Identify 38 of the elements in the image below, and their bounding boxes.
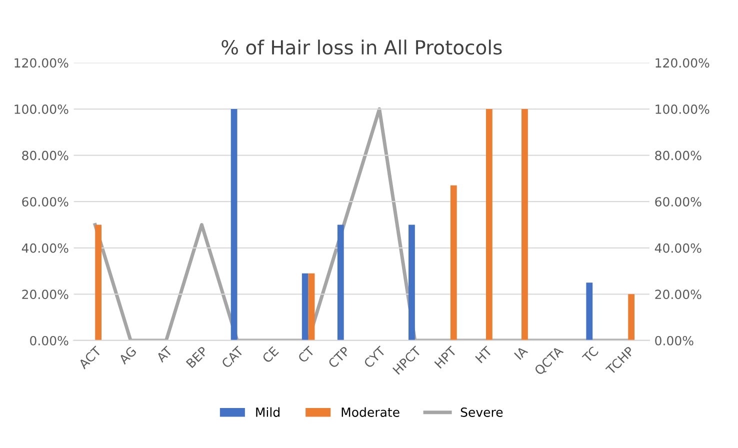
- bar: [450, 185, 457, 340]
- y-tick-label: 80.00%: [22, 150, 68, 160]
- legend-label: Moderate: [342, 407, 400, 417]
- y2-tick-label: 60.00%: [655, 197, 702, 207]
- bar: [628, 294, 635, 340]
- y2-tick-label: 100.00%: [656, 104, 710, 114]
- bar: [586, 282, 593, 340]
- x-tick-label: HT: [475, 346, 493, 364]
- legend-label: Severe: [460, 408, 503, 417]
- y2-tick-label: 20.00%: [655, 290, 702, 300]
- y-tick-label: 60.00%: [22, 197, 68, 207]
- bar: [302, 273, 308, 340]
- legend-label: Mild: [256, 407, 280, 417]
- x-tick-label: AG: [118, 346, 137, 365]
- chart-title: % of Hair loss in All Protocols: [222, 40, 502, 55]
- bar: [95, 224, 102, 340]
- y-tick-label: 100.00%: [14, 104, 68, 114]
- y2-tick-label: 80.00%: [655, 150, 702, 160]
- x-tick-label: TC: [582, 346, 599, 364]
- x-tick-label: IA: [514, 346, 528, 360]
- x-tick-label: CTP: [328, 346, 350, 369]
- bar: [522, 109, 528, 340]
- y-tick-label: 40.00%: [22, 243, 68, 253]
- y2-tick-label: 0.00%: [655, 336, 694, 346]
- bar: [308, 273, 315, 340]
- x-tick-label: BEP: [186, 346, 208, 368]
- bar: [408, 224, 415, 340]
- y-tick-label: 120.00%: [14, 58, 68, 68]
- y2-tick-label: 120.00%: [656, 58, 710, 68]
- bar: [486, 109, 492, 340]
- x-tick-label: CE: [262, 346, 280, 364]
- y2-tick-label: 40.00%: [654, 243, 702, 253]
- x-tick-label: CT: [297, 345, 316, 364]
- x-tick-label: AT: [156, 346, 173, 363]
- y-tick-label: 20.00%: [22, 290, 68, 300]
- bar: [337, 224, 344, 340]
- y-tick-label: 0.00%: [30, 336, 68, 346]
- bar: [230, 109, 238, 340]
